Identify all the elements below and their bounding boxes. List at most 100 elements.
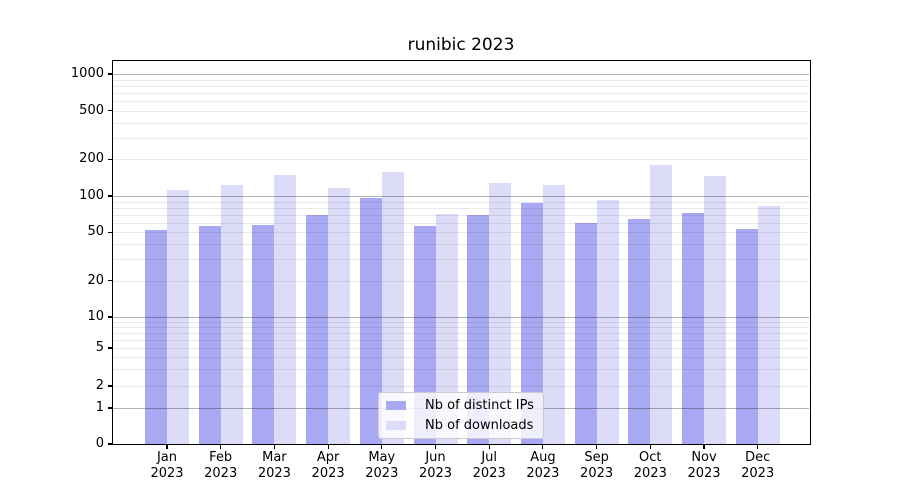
- x-tick-label-jul: Jul 2023: [472, 450, 506, 481]
- gridline-minor-50: [113, 232, 809, 234]
- gridline-minor-800: [113, 85, 809, 87]
- gridline-minor-80: [113, 207, 809, 209]
- bar-downloads-mar: [274, 174, 297, 444]
- x-tick-sep: [596, 445, 598, 449]
- y-tick-200: [108, 158, 112, 160]
- gridline-minor-600: [113, 101, 809, 103]
- gridline-minor-700: [113, 92, 809, 94]
- bar-distinct-ips-jun: [413, 226, 436, 444]
- gridline-minor-90: [113, 201, 809, 203]
- y-tick-label-1: 1: [95, 400, 104, 415]
- gridline-minor-40: [113, 244, 809, 246]
- y-tick-label-2: 2: [95, 378, 104, 393]
- gridline-minor-8: [113, 326, 809, 328]
- bar-distinct-ips-jan: [145, 230, 167, 444]
- bar-distinct-ips-apr: [306, 215, 329, 444]
- y-tick-50: [108, 231, 112, 233]
- y-tick-5: [108, 347, 112, 349]
- x-tick-apr: [327, 445, 329, 449]
- bar-downloads-aug: [542, 185, 565, 444]
- x-tick-label-apr: Apr 2023: [311, 450, 345, 481]
- x-tick-label-aug: Aug 2023: [526, 450, 560, 481]
- gridline-minor-3: [113, 369, 809, 371]
- gridline-minor-300: [113, 137, 809, 139]
- y-tick-label-1000: 1000: [70, 66, 104, 81]
- gridline-minor-500: [113, 110, 809, 112]
- bar-downloads-jul: [489, 183, 512, 444]
- bar-downloads-apr: [328, 188, 351, 444]
- y-tick-label-0: 0: [95, 436, 104, 451]
- gridline-minor-9: [113, 321, 809, 323]
- bar-downloads-oct: [650, 165, 673, 444]
- gridline-minor-30: [113, 259, 809, 261]
- x-tick-nov: [703, 445, 705, 449]
- bar-distinct-ips-may: [359, 198, 382, 444]
- y-tick-label-100: 100: [79, 188, 104, 203]
- x-tick-label-jan: Jan 2023: [150, 450, 184, 481]
- y-tick-label-10: 10: [87, 309, 104, 324]
- bar-downloads-dec: [757, 205, 780, 444]
- y-tick-100: [108, 195, 112, 197]
- x-tick-label-sep: Sep 2023: [580, 450, 614, 481]
- y-tick-label-20: 20: [87, 272, 104, 288]
- x-tick-label-nov: Nov 2023: [687, 450, 721, 481]
- y-tick-label-200: 200: [79, 151, 104, 167]
- x-tick-jun: [434, 445, 437, 449]
- x-tick-label-feb: Feb 2023: [204, 450, 238, 481]
- gridline-minor-400: [113, 122, 809, 124]
- bar-downloads-may: [381, 171, 404, 444]
- gridline-minor-20: [113, 280, 809, 282]
- legend-label-downloads: Nb of downloads: [425, 417, 534, 433]
- x-tick-may: [381, 445, 383, 449]
- gridline-major-100: [113, 196, 809, 197]
- gridline-minor-5: [113, 348, 809, 349]
- bar-downloads-sep: [596, 199, 619, 444]
- x-tick-oct: [649, 445, 651, 449]
- bar-distinct-ips-nov: [682, 212, 704, 444]
- bar-distinct-ips-jul: [467, 214, 490, 444]
- x-tick-aug: [542, 445, 544, 449]
- bar-downloads-feb: [220, 185, 243, 444]
- legend-swatch-distinct-ips: [386, 401, 406, 410]
- x-tick-feb: [220, 445, 222, 449]
- x-tick-label-may: May 2023: [365, 450, 399, 481]
- x-tick-label-dec: Dec 2023: [741, 450, 775, 481]
- y-tick-10: [108, 316, 112, 318]
- bar-distinct-ips-sep: [574, 222, 597, 444]
- gridline-minor-200: [113, 159, 809, 161]
- bar-distinct-ips-feb: [198, 225, 221, 444]
- x-tick-mar: [273, 445, 275, 449]
- y-tick-label-500: 500: [79, 102, 104, 118]
- bar-downloads-jan: [167, 189, 189, 444]
- x-tick-label-mar: Mar 2023: [257, 450, 291, 481]
- gridline-minor-60: [113, 222, 809, 224]
- x-tick-jan: [166, 445, 168, 449]
- x-tick-label-oct: Oct 2023: [633, 450, 667, 481]
- x-tick-jul: [488, 445, 490, 449]
- y-tick-2: [108, 385, 112, 387]
- gridline-minor-7: [113, 332, 809, 334]
- bar-downloads-nov: [704, 175, 726, 444]
- legend-entry-downloads: Nb of downloads: [379, 417, 543, 435]
- gridline-minor-4: [113, 357, 809, 359]
- legend-swatch-downloads: [386, 421, 406, 430]
- y-tick-1: [108, 407, 112, 409]
- gridline-minor-900: [113, 79, 809, 81]
- x-tick-dec: [757, 445, 759, 449]
- x-tick-label-jun: Jun 2023: [418, 450, 453, 481]
- gridline-minor-70: [113, 214, 809, 216]
- bar-distinct-ips-oct: [628, 218, 651, 444]
- y-tick-label-50: 50: [87, 224, 104, 240]
- y-tick-20: [108, 279, 112, 282]
- y-tick-500: [108, 110, 112, 112]
- y-tick-label-5: 5: [95, 340, 104, 355]
- legend: Nb of distinct IPs Nb of downloads: [378, 392, 544, 439]
- chart-title: runibic 2023: [407, 35, 515, 55]
- bar-distinct-ips-dec: [735, 229, 758, 444]
- legend-entry-distinct-ips: Nb of distinct IPs: [379, 397, 543, 415]
- bar-downloads-jun: [435, 213, 458, 444]
- y-tick-0: [108, 443, 112, 445]
- y-tick-1000: [108, 73, 112, 75]
- legend-label-distinct-ips: Nb of distinct IPs: [425, 397, 534, 413]
